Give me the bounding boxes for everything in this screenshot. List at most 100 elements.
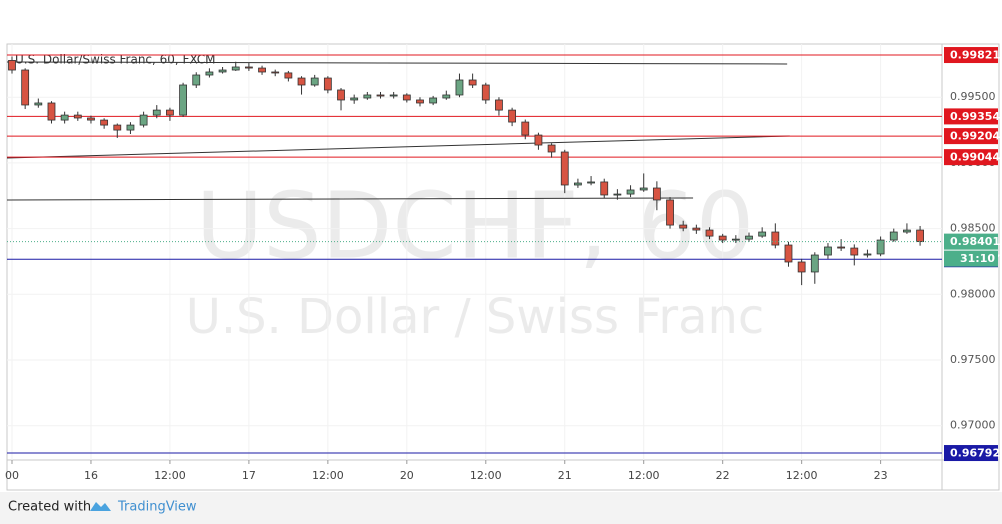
last-price-box xyxy=(944,233,998,250)
candle-body xyxy=(468,79,477,86)
candle-body xyxy=(337,89,345,101)
candle-body xyxy=(916,229,924,243)
candle-body xyxy=(126,124,135,131)
x-tick-label: 12:00 xyxy=(312,469,344,482)
level-label-box xyxy=(944,445,998,462)
candle-body xyxy=(8,60,16,71)
trend-line xyxy=(6,61,788,65)
candle-body xyxy=(442,94,451,99)
candle-body xyxy=(205,71,214,76)
candle-body xyxy=(508,109,517,123)
candle-body xyxy=(139,114,148,126)
candle-body xyxy=(666,199,674,226)
candle-body xyxy=(705,229,714,237)
x-tick-label: 20 xyxy=(400,469,414,482)
candle-body xyxy=(218,69,227,73)
candle-body xyxy=(416,99,424,104)
level-label-box xyxy=(944,47,998,64)
candle-body xyxy=(310,77,319,86)
candle-body xyxy=(244,66,253,69)
level-label-box xyxy=(944,149,998,166)
level-label-box xyxy=(944,108,998,125)
x-tick-label: 12:00 xyxy=(470,469,502,482)
candle-body xyxy=(758,231,767,237)
last-price-label: 0.98401 xyxy=(950,235,1000,248)
candle-body xyxy=(152,109,161,116)
candle-body xyxy=(903,229,911,233)
x-tick-label: 22 xyxy=(716,469,730,482)
candle-body xyxy=(323,77,332,91)
candle-body xyxy=(231,66,240,71)
candle-body xyxy=(837,246,846,249)
x-tick-label: 21 xyxy=(558,469,572,482)
candle-body xyxy=(560,151,569,186)
chart-frame xyxy=(6,43,1000,491)
candle-body xyxy=(179,84,187,116)
candle-body xyxy=(547,144,556,153)
candle-body xyxy=(824,246,832,256)
candle-body xyxy=(731,238,740,241)
candle-body xyxy=(521,121,530,136)
trend-line xyxy=(6,135,790,159)
candle-body xyxy=(626,189,635,195)
x-tick-label: 12:00 xyxy=(786,469,818,482)
candle-body xyxy=(429,97,438,104)
candle-body xyxy=(810,254,819,273)
candle-body xyxy=(363,94,372,99)
candle-body xyxy=(574,182,582,186)
x-tick-label: 12:00 xyxy=(154,469,186,482)
candle-body xyxy=(402,94,411,101)
y-tick-label: 0.97500 xyxy=(950,353,996,366)
watermark-name: U.S. Dollar / Swiss Franc xyxy=(186,289,765,345)
candle-body xyxy=(350,97,359,101)
candle-body xyxy=(389,94,398,97)
watermark-symbol: USDCHF, 60 xyxy=(196,172,754,279)
candle-body xyxy=(271,71,280,74)
candle-body xyxy=(889,231,898,241)
level-label-box xyxy=(944,128,998,145)
y-tick-label: 0.98000 xyxy=(950,287,996,300)
candle-body xyxy=(600,181,609,196)
candle-body xyxy=(192,74,201,86)
candle-body xyxy=(21,69,30,106)
footer-prefix: Created with xyxy=(8,500,91,515)
level-label: 0.99204 xyxy=(950,130,1000,143)
candle-body xyxy=(376,94,385,97)
candle-body xyxy=(495,99,503,111)
x-tick-label: 17 xyxy=(242,469,256,482)
footer-brand[interactable]: TradingView xyxy=(117,500,197,515)
candle-body xyxy=(100,119,109,126)
y-tick-label: 0.98500 xyxy=(950,222,996,235)
y-tick-label: 0.97000 xyxy=(950,419,996,432)
candle-body xyxy=(297,77,306,86)
candle-body xyxy=(587,181,595,184)
trend-line xyxy=(6,197,694,201)
countdown-label: 31:10 xyxy=(960,252,995,265)
candle-body xyxy=(797,261,806,273)
footer-bar xyxy=(0,492,1002,524)
level-label: 0.96792 xyxy=(950,447,1000,460)
candle-body xyxy=(455,79,464,96)
candle-body xyxy=(692,227,701,231)
candle-body xyxy=(863,253,872,256)
x-tick-label: 23 xyxy=(874,469,888,482)
candle-body xyxy=(73,114,82,119)
level-label: 0.99354 xyxy=(950,110,1000,123)
candle-body xyxy=(166,109,174,116)
tradingview-logo[interactable] xyxy=(90,502,111,511)
x-tick-label: 16 xyxy=(84,469,98,482)
candle-body xyxy=(679,224,688,229)
candle-body xyxy=(60,114,69,121)
y-tick-label: 0.99500 xyxy=(950,90,996,103)
candle-body xyxy=(639,187,648,191)
candle-body xyxy=(718,235,727,241)
countdown-box xyxy=(944,250,998,267)
candle-body xyxy=(850,247,859,256)
x-tick-label: 00 xyxy=(5,469,19,482)
candle-body xyxy=(47,102,56,121)
candle-body xyxy=(534,134,543,146)
candle-body xyxy=(481,84,490,101)
candle-body xyxy=(87,117,95,121)
